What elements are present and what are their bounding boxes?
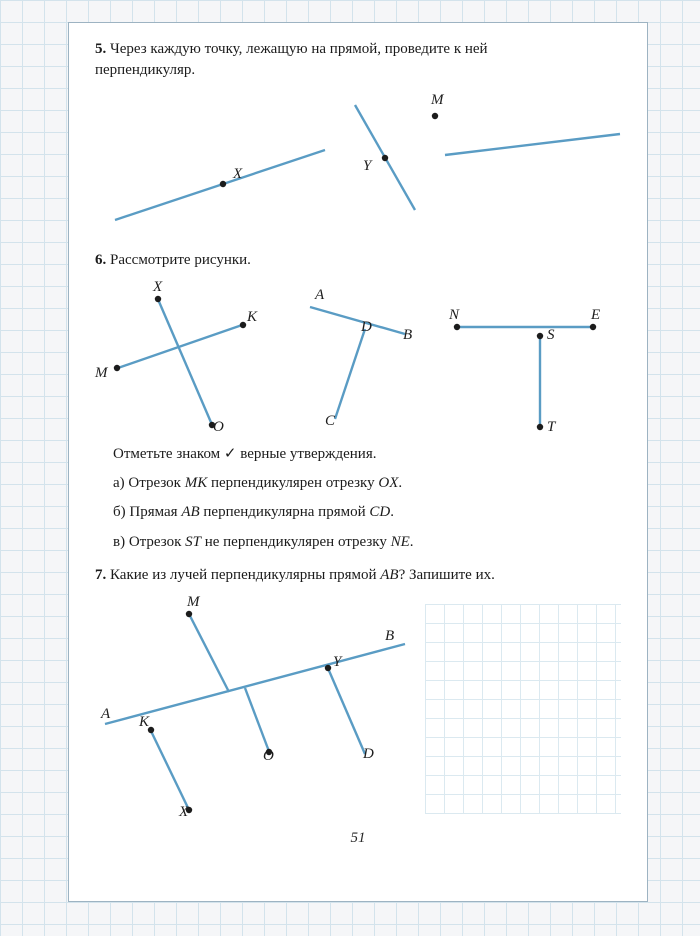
- lbl-X7: X: [179, 804, 188, 821]
- lbl-M5: M: [431, 92, 444, 109]
- task5-num: 5.: [95, 41, 106, 57]
- lbl-Y7: Y: [333, 654, 341, 671]
- lbl-D7: D: [363, 746, 374, 763]
- task6-body: Рассмотрите рисунки.: [106, 252, 251, 268]
- task6-c: в) Отрезок ST не перпендикулярен отрезку…: [113, 532, 621, 553]
- task6-diagram: X K M O A B D C N E S T: [95, 279, 621, 444]
- lbl-A7: A: [101, 706, 110, 723]
- lbl-Y5: Y: [363, 158, 371, 175]
- task7-answer-grid: [425, 604, 621, 814]
- page-number: 51: [95, 830, 621, 847]
- lbl-N6: N: [449, 307, 459, 324]
- task5-svg: [95, 90, 623, 240]
- lbl-E6: E: [591, 307, 600, 324]
- task7-num: 7.: [95, 567, 106, 583]
- lbl-K7: K: [139, 714, 149, 731]
- lbl-B7: B: [385, 628, 394, 645]
- task7-text: 7. Какие из лучей перпендикулярны прямой…: [95, 565, 621, 586]
- task5-line2: перпендикуляр.: [95, 62, 195, 78]
- lbl-C6: C: [325, 413, 335, 430]
- lbl-B6: B: [403, 327, 412, 344]
- task6-below: Отметьте знаком ✓ верные утверждения.: [113, 444, 621, 465]
- task5-text: 5. Через каждую точку, лежащую на прямой…: [95, 39, 621, 82]
- task5-diagram: X Y M: [95, 90, 621, 240]
- task7-body: Какие из лучей перпендикулярны прямой: [106, 567, 380, 583]
- lbl-X6: X: [153, 279, 162, 296]
- lbl-M7: M: [187, 594, 200, 611]
- task6-num: 6.: [95, 252, 106, 268]
- lbl-S6: S: [547, 327, 555, 344]
- lbl-X5: X: [233, 166, 242, 183]
- task7-body2: ? Запишите их.: [399, 567, 495, 583]
- task5-line1: Через каждую точку, лежащую на прямой, п…: [106, 41, 487, 57]
- task6-svg: [95, 279, 623, 444]
- lbl-M6: M: [95, 365, 108, 382]
- lbl-O7: O: [263, 748, 274, 765]
- lbl-K6: K: [247, 309, 257, 326]
- page-body: 5. Через каждую точку, лежащую на прямой…: [68, 22, 648, 902]
- lbl-A6: A: [315, 287, 324, 304]
- lbl-D6: D: [361, 319, 372, 336]
- lbl-T6: T: [547, 419, 555, 436]
- task6-text: 6. Рассмотрите рисунки.: [95, 250, 621, 271]
- task7-ab: AB: [380, 567, 398, 583]
- task6-a: а) Отрезок MK перпендикулярен отрезку OX…: [113, 473, 621, 494]
- task6-b: б) Прямая AB перпендикулярна прямой CD.: [113, 502, 621, 523]
- task7-svg: [95, 594, 425, 824]
- lbl-O6: O: [213, 419, 224, 436]
- task7-diagram: M B Y A K O D X: [95, 594, 621, 824]
